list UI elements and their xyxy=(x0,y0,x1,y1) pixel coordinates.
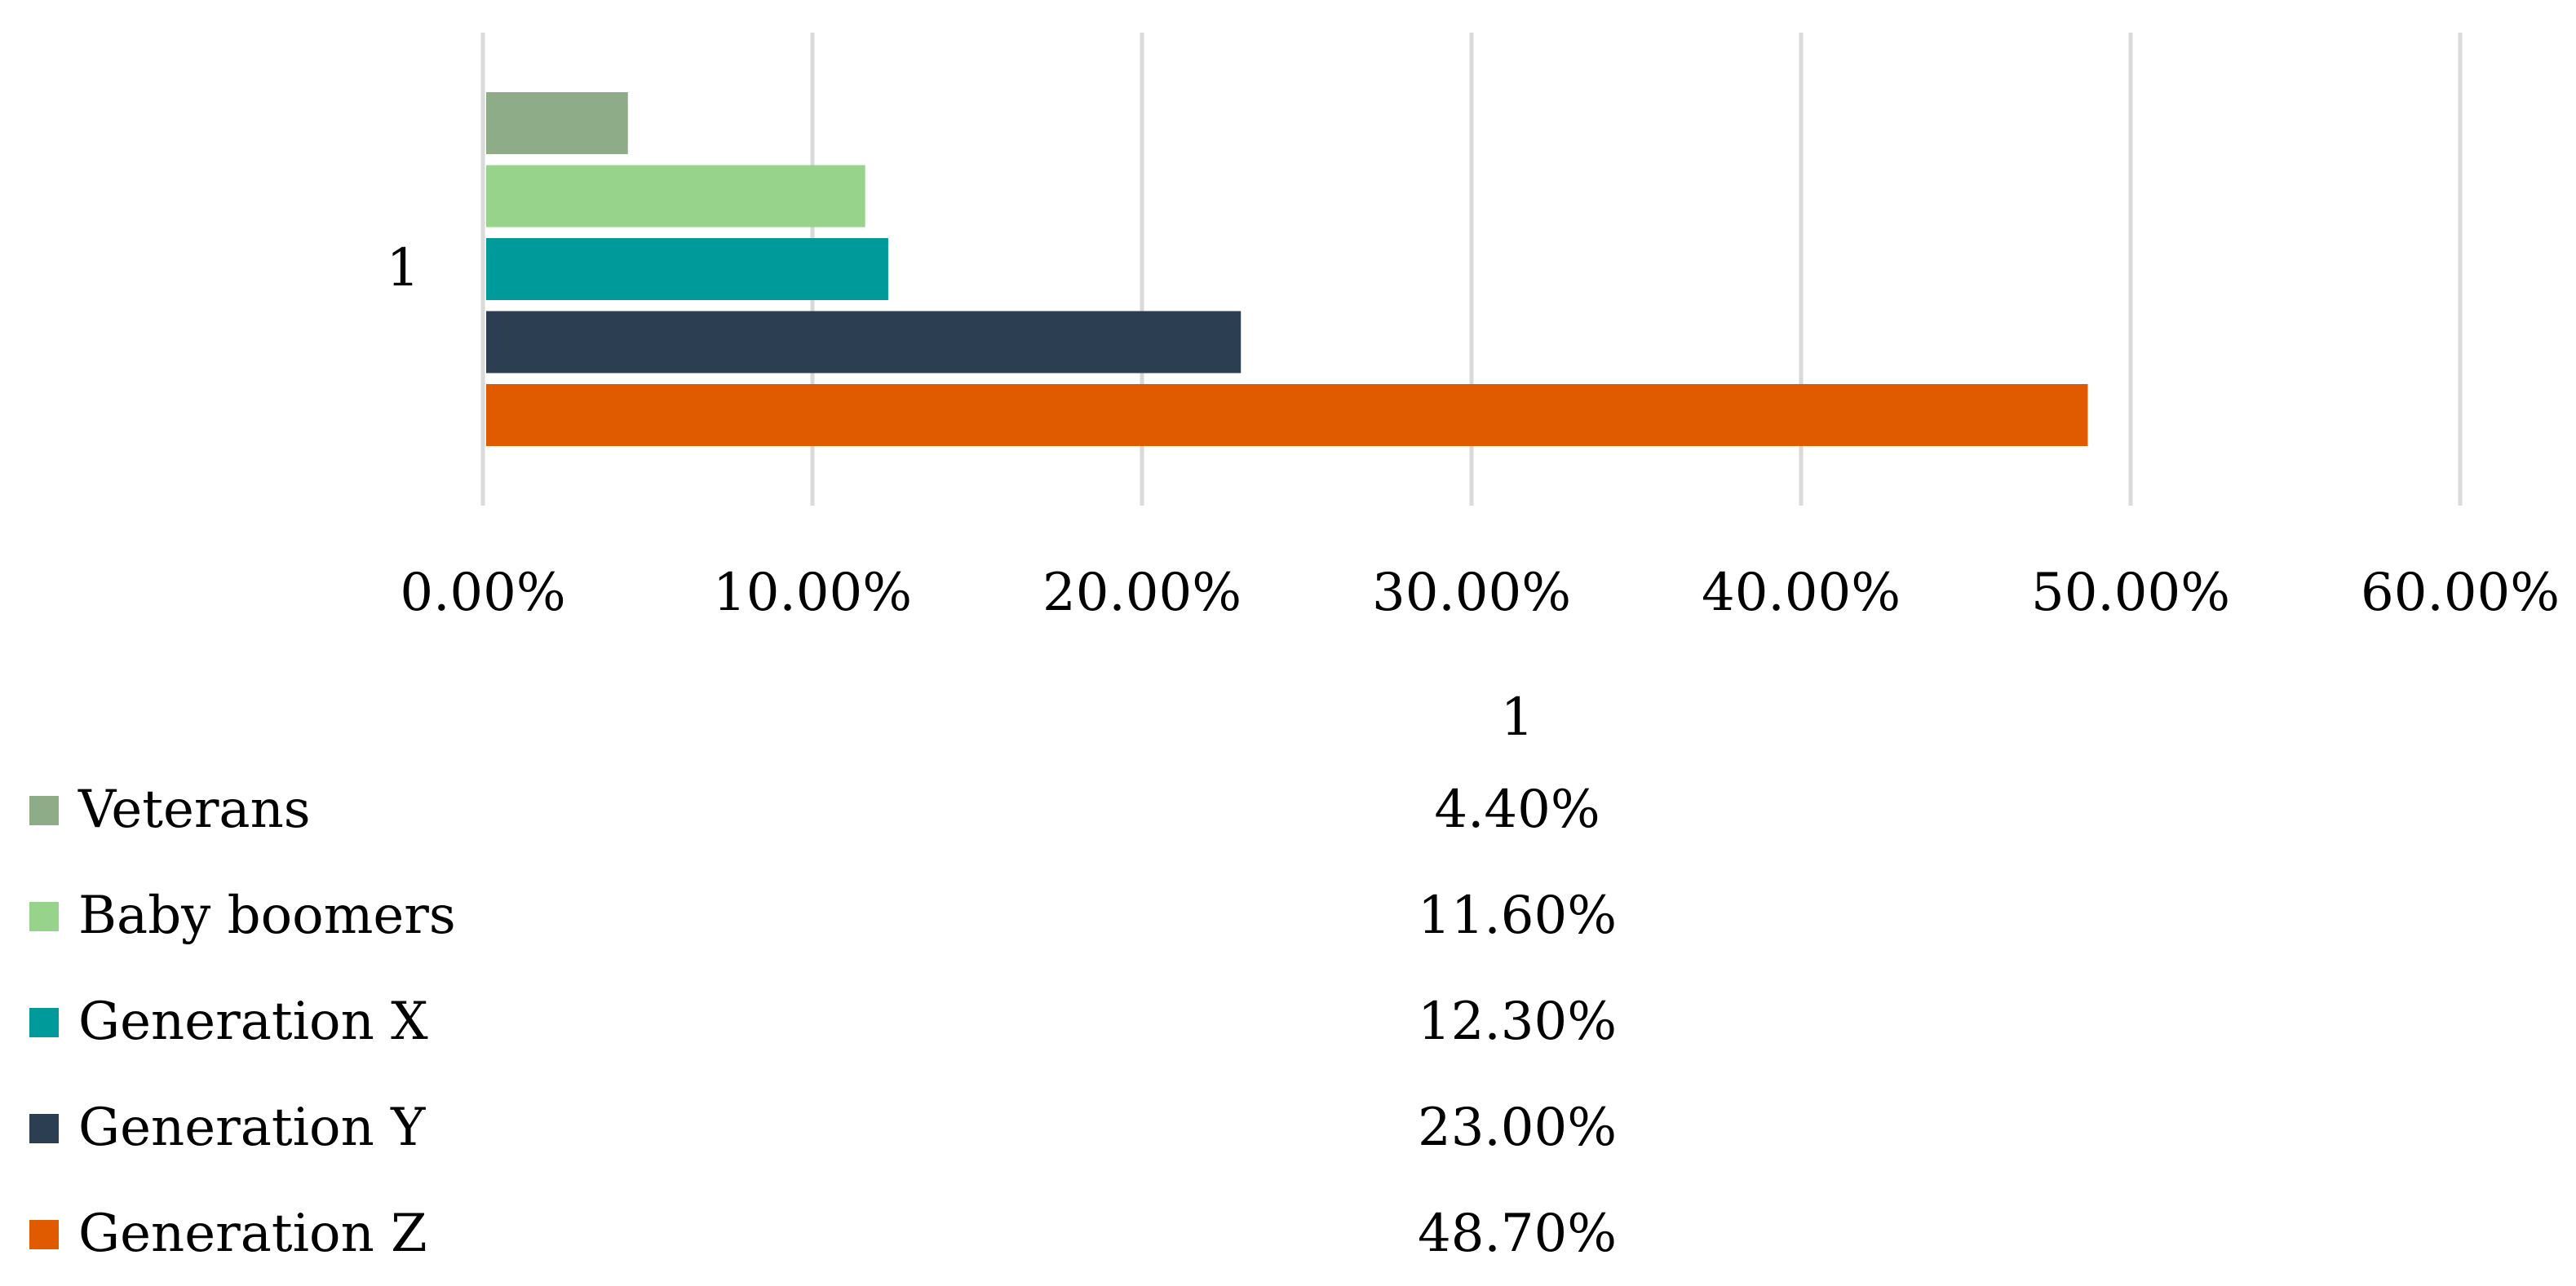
bar-generation-z xyxy=(486,384,2088,446)
x-tick-label: 60.00% xyxy=(2361,563,2560,623)
series-name: Veterans xyxy=(78,780,311,840)
x-axis-tick-labels: 0.00% 10.00% 20.00% 30.00% 40.00% 50.00% 60.00… xyxy=(400,563,2560,623)
series-value: 11.60% xyxy=(1417,886,1618,946)
series-value: 4.40% xyxy=(1434,780,1600,840)
x-tick-label: 50.00% xyxy=(2031,563,2230,623)
legend-swatch xyxy=(29,1220,59,1249)
bars xyxy=(486,92,2088,446)
series-name: Generation Y xyxy=(78,1098,426,1158)
x-tick-label: 10.00% xyxy=(713,563,912,623)
gridlines xyxy=(480,33,2463,506)
x-tick-label: 40.00% xyxy=(1702,563,1901,623)
data-table-header: 1 xyxy=(1500,687,1534,748)
series-name: Generation X xyxy=(78,992,428,1052)
data-table-row: Generation Z 48.70% xyxy=(0,1191,2576,1280)
bar-generation-y xyxy=(486,311,1242,373)
series-name: Generation Z xyxy=(78,1204,427,1264)
bar-baby-boomers xyxy=(486,165,865,228)
data-table-row: Veterans 4.40% xyxy=(0,767,2576,856)
x-tick-label: 0.00% xyxy=(400,563,565,623)
legend-swatch xyxy=(29,902,59,931)
x-tick-label: 30.00% xyxy=(1372,563,1571,623)
x-tick-label: 20.00% xyxy=(1042,563,1242,623)
bar-veterans xyxy=(486,92,628,154)
data-table-row: Baby boomers 11.60% xyxy=(0,873,2576,962)
series-value: 48.70% xyxy=(1417,1204,1618,1264)
legend-swatch xyxy=(29,1114,59,1143)
series-name: Baby boomers xyxy=(78,886,456,946)
legend-swatch xyxy=(29,1008,59,1037)
data-table-row: Generation X 12.30% xyxy=(0,979,2576,1068)
legend-swatch xyxy=(29,796,59,825)
category-label: 1 xyxy=(387,238,420,298)
data-table-row: Generation Y 23.00% xyxy=(0,1085,2576,1174)
series-value: 23.00% xyxy=(1417,1098,1618,1158)
series-value: 12.30% xyxy=(1417,992,1618,1052)
bar-generation-x xyxy=(486,238,888,300)
